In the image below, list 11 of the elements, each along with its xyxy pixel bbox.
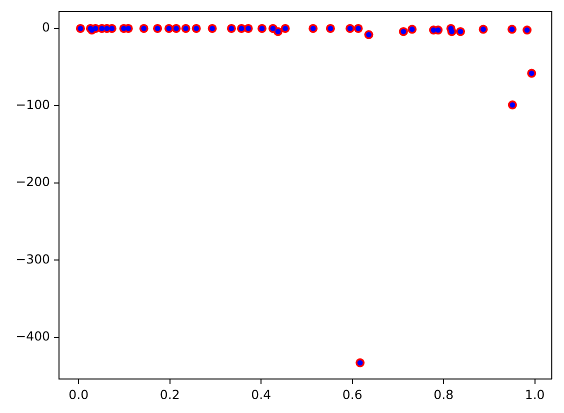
x-tick-label: 0.4 <box>251 386 272 402</box>
y-tick-label: −200 <box>16 174 50 190</box>
y-tick-label: −100 <box>16 96 50 112</box>
x-tick-label: 0.0 <box>68 386 89 402</box>
x-tick-label: 0.2 <box>160 386 180 402</box>
x-tick-label: 0.6 <box>342 386 362 402</box>
y-tick-label: −300 <box>16 251 50 266</box>
y-tick-label: 0 <box>42 20 50 35</box>
x-tick-label: 1.0 <box>524 386 545 402</box>
x-tick-label: 0.8 <box>434 386 454 402</box>
y-tick-label: −400 <box>16 328 50 344</box>
